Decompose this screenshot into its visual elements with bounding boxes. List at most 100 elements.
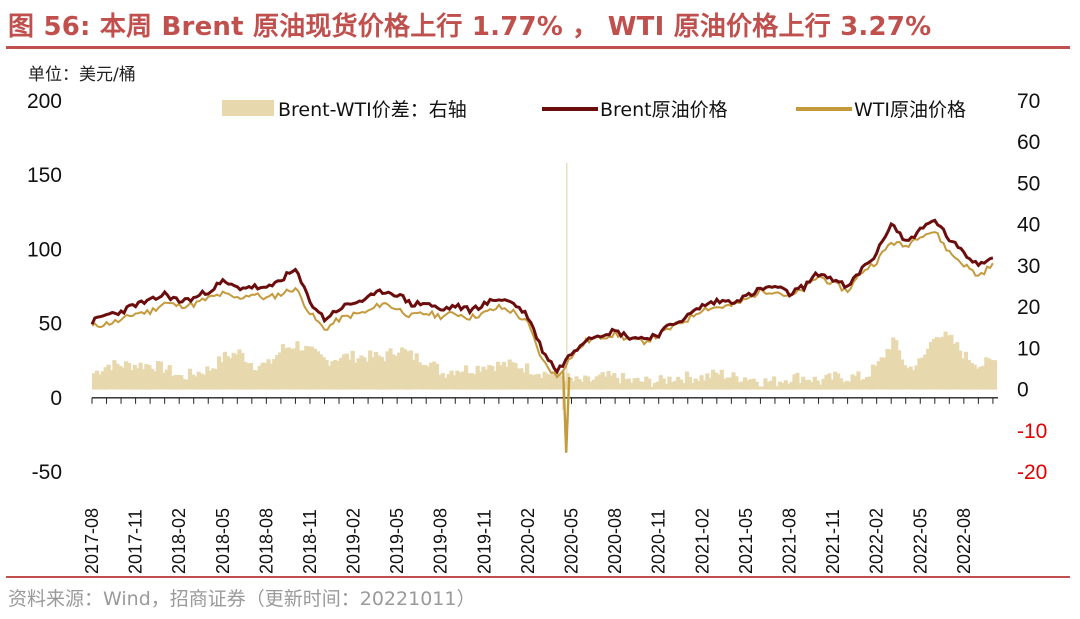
spread-bar — [626, 378, 631, 390]
spread-bar — [391, 354, 396, 390]
spread-bar — [321, 357, 326, 390]
spread-bar — [955, 342, 960, 390]
spread-bar — [926, 348, 931, 390]
right-tick-label: 30 — [1017, 255, 1040, 278]
spread-bar — [632, 378, 637, 390]
spread-bar — [310, 346, 315, 390]
spread-bar — [931, 339, 937, 390]
spread-bar — [527, 374, 533, 390]
spread-bar — [865, 376, 870, 390]
x-tick-label: 2021-11 — [823, 509, 843, 574]
spread-bar — [243, 361, 248, 390]
spread-bar — [493, 370, 498, 390]
wti-negative-spike — [562, 371, 571, 453]
spread-bar — [466, 373, 472, 390]
spread-bar — [984, 357, 989, 390]
spread-bar — [385, 351, 390, 390]
spread-bar — [923, 354, 928, 390]
spread-bar — [266, 359, 271, 390]
spread-bar — [853, 376, 858, 390]
spread-bar — [141, 369, 146, 390]
spread-bar — [469, 373, 474, 390]
spread-bar — [711, 369, 716, 390]
spread-bar — [606, 371, 611, 390]
spread-bar — [757, 386, 762, 390]
spread-bar — [969, 363, 974, 390]
right-tick-label: 70 — [1017, 90, 1040, 113]
axes-layer: 200150100500-50706050403020100-10-202017… — [27, 90, 1047, 574]
spread-bar — [324, 360, 329, 390]
spread-bar — [504, 366, 509, 390]
spread-bar — [905, 368, 910, 390]
spread-bar — [164, 369, 169, 390]
title-divider — [6, 46, 1070, 49]
spread-bar — [286, 347, 291, 390]
spread-bar — [330, 361, 335, 390]
spread-bar — [501, 361, 506, 390]
spread-bar — [336, 360, 341, 390]
spread-bar — [472, 374, 477, 390]
spread-bar — [879, 357, 884, 390]
spread-bar — [150, 368, 155, 390]
spread-bar — [423, 365, 428, 390]
spread-bar — [641, 382, 646, 390]
spread-bar — [740, 381, 745, 390]
spread-bar — [789, 381, 794, 390]
spread-bar — [545, 373, 550, 390]
spread-bar — [958, 350, 963, 390]
spread-bar — [347, 359, 352, 390]
spread-bar — [513, 363, 518, 390]
x-tick-label: 2022-02 — [867, 508, 887, 574]
spread-bar — [356, 358, 361, 390]
spread-bar — [830, 379, 835, 390]
spread-bar — [867, 376, 873, 390]
spread-bar — [809, 382, 814, 390]
spread-bar — [557, 372, 562, 390]
brent-price-line — [90, 218, 994, 375]
right-tick-label: 50 — [1017, 172, 1040, 195]
spread-bar — [696, 381, 701, 390]
spread-bar — [929, 342, 934, 390]
spread-bar — [92, 373, 97, 390]
spread-bar — [280, 344, 286, 390]
spread-bar — [144, 364, 149, 390]
spread-bar — [804, 379, 809, 390]
spread-bar — [481, 366, 486, 390]
spread-bar — [403, 349, 408, 390]
spread-bar — [635, 377, 640, 390]
left-tick-label: 50 — [39, 313, 62, 336]
legend-label-brent: Brent原油价格 — [600, 99, 728, 121]
spread-bar — [754, 381, 759, 390]
spread-bar — [760, 386, 765, 390]
x-tick-label: 2020-11 — [649, 509, 669, 574]
spread-bar — [859, 380, 864, 390]
legend: Brent-WTI价差：右轴 Brent原油价格 WTI原油价格 — [222, 99, 966, 121]
spread-bar — [379, 357, 384, 390]
right-tick-label: 20 — [1017, 296, 1040, 319]
spread-bar — [432, 361, 437, 390]
spread-bar — [234, 354, 239, 390]
spread-bar — [132, 364, 137, 390]
spread-bar — [661, 378, 666, 390]
spread-bar — [713, 372, 719, 390]
spread-bar — [461, 371, 466, 390]
spread-bar — [217, 356, 222, 390]
x-tick-label: 2018-11 — [300, 509, 320, 574]
spread-bar — [667, 376, 672, 390]
spread-bar — [644, 376, 649, 390]
spread-bar — [568, 377, 573, 390]
spread-bar — [987, 358, 992, 390]
spread-bar — [786, 383, 791, 390]
spread-bar — [138, 362, 143, 390]
spread-bar — [94, 370, 100, 390]
spread-bar — [530, 375, 535, 390]
spread-bar — [536, 373, 541, 390]
spread-bar — [437, 375, 442, 390]
spread-bar — [708, 377, 713, 390]
spread-bar — [190, 374, 195, 390]
spread-bar — [327, 365, 332, 390]
spread-bar — [365, 361, 370, 390]
spread-bar — [158, 361, 163, 390]
spread-bar — [946, 335, 951, 390]
spread-bar — [885, 348, 890, 390]
